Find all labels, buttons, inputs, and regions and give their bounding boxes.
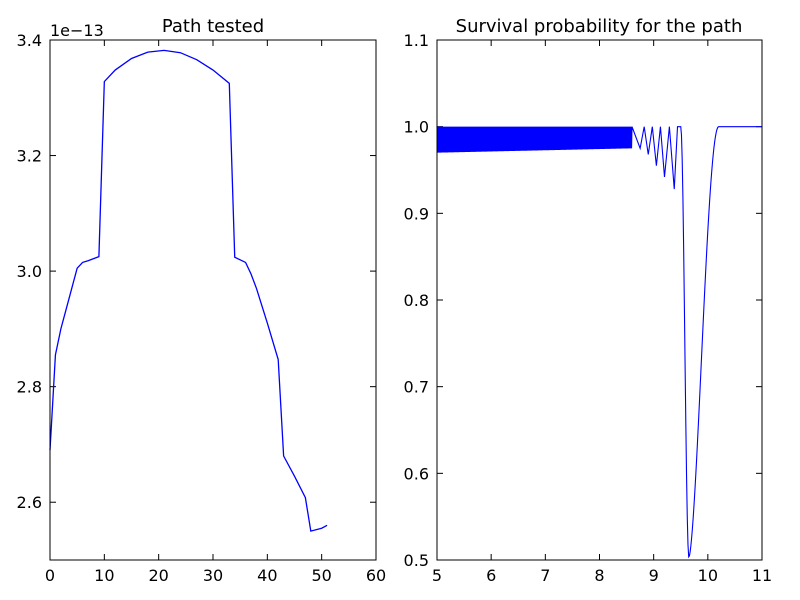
x-tick-label: 11 (752, 566, 772, 585)
y-tick-label: 0.7 (404, 378, 429, 397)
y-tick-label: 2.8 (17, 378, 42, 397)
x-tick-label: 60 (366, 566, 386, 585)
chart-title: Path tested (162, 16, 264, 37)
x-tick-label: 7 (540, 566, 550, 585)
x-tick-label: 5 (432, 566, 442, 585)
y-tick-label: 0.9 (404, 204, 429, 223)
y-tick-label: 0.6 (404, 464, 429, 483)
x-tick-label: 9 (649, 566, 659, 585)
series-line (436, 126, 762, 559)
x-tick-label: 6 (486, 566, 496, 585)
x-tick-label: 50 (311, 566, 331, 585)
x-tick-label: 20 (148, 566, 168, 585)
y-tick-label: 2.6 (17, 493, 42, 512)
axes-frame (436, 39, 763, 561)
y-tick-label: 3.2 (17, 147, 42, 166)
x-tick-label: 30 (203, 566, 223, 585)
x-tick-label: 10 (94, 566, 114, 585)
y-tick-label: 1.0 (404, 118, 429, 137)
y-offset-label: 1e−13 (50, 21, 104, 40)
y-tick-label: 3.4 (17, 31, 42, 50)
x-tick-label: 10 (698, 566, 718, 585)
series-line (49, 49, 328, 532)
axes-frame (49, 39, 377, 561)
x-tick-label: 8 (594, 566, 604, 585)
y-tick-label: 3.0 (17, 262, 42, 281)
chart-path-tested: Path tested 1e−13 0 10 20 30 40 50 60 2.6 2.8 3.0… (17, 16, 387, 585)
y-tick-label: 1.1 (404, 31, 429, 50)
x-tick-label: 0 (45, 566, 55, 585)
x-tick-label: 40 (257, 566, 277, 585)
chart-title: Survival probability for the path (456, 16, 743, 37)
chart-survival-probability: Survival probability for the path 5 6 7 8 9 1… (404, 16, 773, 585)
plot-area: 0 10 20 30 40 50 60 2.6 2.8 3.0 3.2 3.4 (17, 31, 387, 585)
plot-area: 5 6 7 8 9 10 11 0.5 0.6 0.7 0.8 0.9 1.0 1.1 (404, 31, 773, 585)
y-tick-label: 0.5 (404, 551, 429, 570)
y-tick-label: 0.8 (404, 291, 429, 310)
